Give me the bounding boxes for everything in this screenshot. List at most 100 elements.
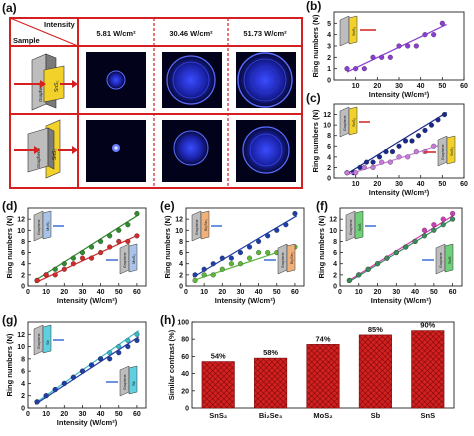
inset-label: SnS₂ (351, 117, 356, 127)
data-point (387, 159, 393, 165)
data-point (422, 127, 428, 133)
data-point (88, 362, 95, 368)
inset-material-block (348, 15, 358, 45)
data-point (409, 138, 415, 144)
inset-material-block (286, 243, 296, 273)
data-point (256, 238, 262, 244)
y-tick-label: 8 (327, 133, 331, 140)
chart-f: 0 10 20 30 40 50 60 0 2 4 6 8 10 12 Intensity (W/cm²) R… (317, 207, 463, 305)
data-point (431, 222, 437, 228)
data-point (403, 244, 409, 250)
data-point (246, 244, 253, 250)
data-point (405, 154, 411, 160)
data-label: 74% (315, 334, 330, 343)
inset-label: SnS (357, 223, 362, 231)
data-point (79, 255, 86, 261)
y-axis-label: Ring numbers (N) (317, 215, 326, 278)
data-point (283, 222, 289, 228)
data-point (439, 20, 445, 26)
y-axis-label: Ring numbers (N) (311, 14, 320, 77)
x-tick-label: 30 (79, 411, 87, 418)
x-tick-label: 50 (115, 411, 123, 418)
data-point (428, 122, 435, 128)
inset-label: Graphene (123, 374, 127, 390)
x-axis-label: Intensity (W/cm²) (215, 296, 276, 305)
y-tick-label: 60 (181, 354, 189, 361)
data-point (228, 255, 234, 261)
data-point (370, 164, 376, 170)
x-tick-label: 10 (42, 289, 50, 296)
table-column-3: 51.73 W/cm² (243, 29, 287, 38)
data-point (192, 277, 198, 283)
y-tick-label: 10 (323, 123, 331, 130)
y-tick-label: 4 (333, 261, 337, 268)
data-point (70, 255, 76, 261)
data-point (210, 272, 216, 278)
series-1 (346, 216, 456, 284)
panel-letter-a: (a) (2, 1, 17, 15)
inset-label: Sb (45, 339, 50, 345)
x-tick-label: 30 (395, 83, 403, 90)
y-axis-label: Ring numbers (N) (163, 215, 172, 278)
y-tick-label: 0 (21, 284, 25, 291)
y-tick-label: 80 (181, 337, 189, 344)
y-tick-label: 2 (21, 393, 25, 400)
data-point (393, 250, 399, 256)
data-point (363, 159, 370, 165)
data-point (344, 66, 350, 72)
data-point (396, 143, 402, 149)
x-tick-label: 50 (438, 181, 446, 188)
data-point (116, 350, 122, 356)
y-tick-label: 6 (327, 144, 331, 151)
x-tick-label: 60 (460, 181, 468, 188)
fit-line (347, 217, 455, 284)
inset-label: Graphene (343, 115, 347, 131)
data-point (440, 216, 446, 222)
data-point (431, 143, 437, 149)
data-point (265, 233, 271, 239)
x-tick-label: 0 (26, 411, 30, 418)
y-tick-label: 4 (179, 261, 183, 268)
data-point (274, 227, 280, 233)
data-point (134, 337, 140, 343)
y-tick-label: 10 (17, 344, 25, 351)
series-0 (192, 211, 298, 278)
series-0 (344, 20, 447, 73)
panel-letter-g: (g) (2, 313, 17, 327)
data-point (421, 227, 428, 233)
data-point (98, 250, 104, 256)
bar-crosshatch (359, 334, 392, 408)
inset-material-block (354, 210, 364, 240)
bar-crosshatch (201, 361, 235, 408)
x-tick-label: 50 (115, 289, 123, 296)
y-tick-label: 5 (327, 21, 331, 28)
y-axis-label: Ring numbers (N) (311, 109, 320, 172)
y-tick-label: 2 (333, 272, 337, 279)
data-point (61, 261, 67, 267)
data-point (353, 170, 359, 176)
data-point (70, 374, 76, 380)
x-tick-label: 20 (218, 289, 226, 296)
y-tick-label: 8 (333, 239, 337, 246)
inset-material-block (444, 243, 454, 273)
table-column-2: 30.46 W/cm² (169, 29, 213, 38)
bar-crosshatch (411, 330, 445, 408)
row2-material-label: SnS₂ (52, 149, 58, 160)
inset-label: SnS₂ (449, 146, 454, 156)
y-tick-label: 10 (175, 228, 183, 235)
sample-illustration-row1: Graphene SnS₂ (14, 53, 78, 111)
data-point (88, 255, 95, 261)
data-point (43, 393, 49, 399)
y-tick-label: 12 (323, 112, 331, 119)
x-tick-label: 10 (200, 289, 208, 296)
inset-material-block (200, 210, 210, 240)
data-point (237, 261, 244, 267)
data-point (134, 233, 140, 239)
category-label: SnS₂ (209, 411, 227, 420)
data-point (228, 261, 234, 267)
fit-line (34, 330, 140, 404)
inset-label: Graphene (37, 219, 41, 235)
y-tick-label: 4 (327, 32, 331, 39)
inset-label: Graphene (441, 144, 445, 160)
data-point (441, 112, 448, 118)
